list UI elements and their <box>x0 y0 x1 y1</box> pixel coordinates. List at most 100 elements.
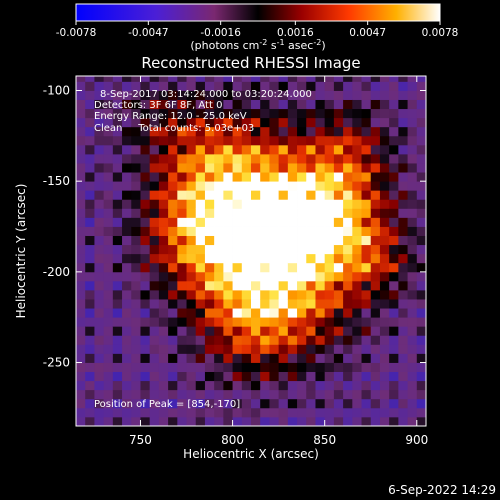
heatmap-cell <box>85 389 95 400</box>
heatmap-cell <box>112 90 123 100</box>
heatmap-cell <box>389 126 399 137</box>
heatmap-cell <box>158 253 169 264</box>
heatmap-cell <box>195 407 206 418</box>
heatmap-cell <box>158 117 169 128</box>
heatmap-cell <box>76 371 86 382</box>
heatmap-cell <box>315 217 326 227</box>
heatmap-cell <box>149 398 160 409</box>
heatmap-cell <box>370 271 381 282</box>
heatmap-cell <box>361 326 372 336</box>
heatmap-cell <box>416 208 426 218</box>
heatmap-cell <box>168 353 178 363</box>
heatmap-cell <box>389 371 399 382</box>
heatmap-cell <box>398 398 408 409</box>
heatmap-cell <box>131 190 141 200</box>
heatmap-cell <box>122 90 132 100</box>
heatmap-cell <box>177 317 187 327</box>
heatmap-cell <box>149 353 160 363</box>
heatmap-cell <box>306 380 316 391</box>
heatmap-cell <box>140 199 151 209</box>
heatmap-cell <box>315 181 326 191</box>
heatmap-cell <box>352 235 362 246</box>
heatmap-cell <box>333 135 344 146</box>
heatmap-cell <box>94 335 105 345</box>
heatmap-cell <box>232 244 243 255</box>
heatmap-cell <box>333 181 344 191</box>
heatmap-cell <box>122 253 132 264</box>
heatmap-cell <box>131 371 141 382</box>
heatmap-cell <box>407 353 418 363</box>
heatmap-cell <box>158 262 169 273</box>
heatmap-cell <box>103 163 114 173</box>
heatmap-cell <box>177 172 187 182</box>
heatmap-cell <box>223 135 233 146</box>
heatmap-cell <box>287 90 298 100</box>
heatmap-cell <box>195 135 206 146</box>
heatmap-cell <box>324 344 335 354</box>
heatmap-cell <box>361 99 372 110</box>
heatmap-cell <box>131 398 141 409</box>
heatmap-cell <box>260 253 270 264</box>
heatmap-cell <box>343 244 353 255</box>
heatmap-cell <box>94 153 105 164</box>
heatmap-cell <box>223 289 233 300</box>
heatmap-cell <box>324 308 335 318</box>
heatmap-cell <box>204 126 215 137</box>
heatmap-cell <box>398 344 408 354</box>
heatmap-cell <box>76 199 86 209</box>
heatmap-cell <box>361 126 372 137</box>
heatmap-cell <box>370 117 381 128</box>
heatmap-cell <box>204 172 215 182</box>
heatmap-cell <box>389 117 399 128</box>
heatmap-cell <box>389 190 399 200</box>
heatmap-cell <box>168 76 178 82</box>
heatmap-cell <box>287 144 298 155</box>
heatmap-cell <box>315 135 326 146</box>
heatmap-cell <box>76 362 86 372</box>
heatmap-cell <box>352 362 362 372</box>
heatmap-cell <box>186 235 197 246</box>
heatmap-cell <box>306 416 316 426</box>
y-axis-label: Heliocentric Y (arcsec) <box>14 184 28 319</box>
heatmap-cell <box>112 235 123 246</box>
heatmap-cell <box>352 199 362 209</box>
heatmap-cell <box>251 163 261 173</box>
heatmap-cell <box>260 335 270 345</box>
heatmap-cell <box>352 398 362 409</box>
heatmap-cell <box>241 389 252 400</box>
heatmap-cell <box>278 117 289 128</box>
heatmap-cell <box>389 208 399 218</box>
heatmap-cell <box>223 353 233 363</box>
heatmap-cell <box>103 398 114 409</box>
heatmap-cell <box>260 271 270 282</box>
heatmap-cell <box>343 208 353 218</box>
heatmap-cell <box>269 371 280 382</box>
heatmap-cell <box>251 235 261 246</box>
heatmap-cell <box>131 353 141 363</box>
heatmap-cell <box>76 181 86 191</box>
heatmap-cell <box>168 407 178 418</box>
heatmap-cell <box>343 407 353 418</box>
heatmap-cell <box>214 81 224 91</box>
heatmap-cell <box>103 344 114 354</box>
heatmap-cell <box>214 117 224 128</box>
heatmap-cell <box>407 308 418 318</box>
heatmap-cell <box>85 90 95 100</box>
heatmap-cell <box>76 299 86 309</box>
heatmap-cell <box>195 308 206 318</box>
heatmap-cell <box>361 271 372 282</box>
heatmap-cell <box>94 289 105 300</box>
heatmap-cell <box>315 407 326 418</box>
heatmap-cell <box>204 163 215 173</box>
heatmap-cell <box>85 81 95 91</box>
heatmap-cell <box>315 353 326 363</box>
heatmap-cell <box>251 344 261 354</box>
heatmap-cell <box>269 416 280 426</box>
heatmap-cell <box>278 208 289 218</box>
heatmap-cell <box>306 226 316 236</box>
heatmap-cell <box>416 380 426 391</box>
heatmap-cell <box>158 317 169 327</box>
heatmap-cell <box>278 226 289 236</box>
heatmap-cell <box>103 335 114 345</box>
heatmap-cell <box>416 299 426 309</box>
